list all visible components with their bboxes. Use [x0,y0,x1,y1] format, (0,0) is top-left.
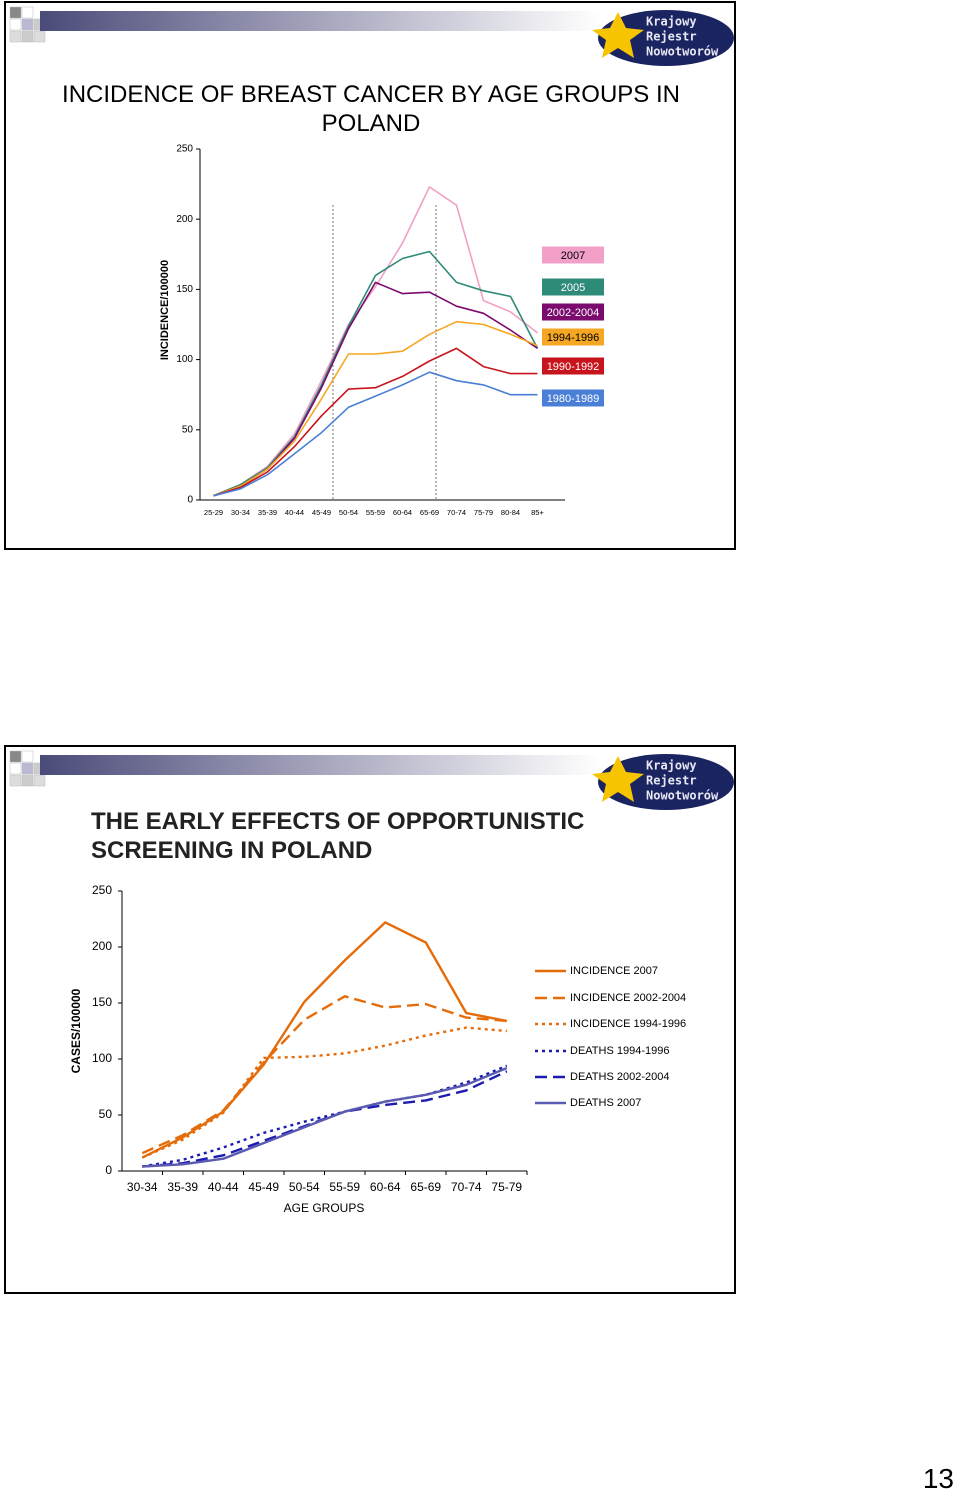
legend-label: DEATHS 1994-1996 [570,1045,669,1057]
x-tick-label: 40-44 [285,508,304,517]
x-tick-label: 50-54 [339,508,358,517]
decor-square [33,774,46,787]
series-line [141,921,508,1159]
decor-square [9,30,22,43]
x-tick-label: 60-64 [393,508,412,517]
x-tick-label: 55-59 [329,1180,360,1194]
series-line [213,281,538,497]
x-tick-label: 50-54 [289,1180,320,1194]
decor-square [21,6,34,19]
series-line [213,347,538,497]
legend-label: INCIDENCE 2002-2004 [570,992,686,1004]
logo-text: Rejestr [646,30,697,44]
y-tick-label: 250 [92,883,112,897]
legend-label: 2002-2004 [547,307,600,319]
x-tick-label: 65-69 [420,508,439,517]
x-tick-label: 35-39 [258,508,277,517]
logo-text: Nowotworów [646,789,719,803]
legend-label: 2007 [561,250,585,262]
y-tick-label: 250 [176,144,193,155]
y-tick-label: 100 [176,354,193,365]
legend-swatch [542,246,604,264]
x-tick-label: 30-34 [231,508,250,517]
x-tick-label: 80-84 [501,508,520,517]
x-axis-label: AGE GROUPS [284,1201,365,1215]
x-tick-label: 55-59 [366,508,385,517]
series-line [213,320,538,497]
decor-bar [40,755,600,775]
decor-square [21,774,34,787]
decor-square [21,30,34,43]
y-axis-label: INCIDENCE/100000 [159,260,171,360]
y-tick-label: 50 [182,424,194,435]
y-tick-label: 0 [187,495,193,506]
series-line [213,186,538,497]
logo-text: Krajowy [646,15,697,29]
series-line [213,250,539,497]
x-tick-label: 65-69 [410,1180,441,1194]
y-tick-label: 50 [99,1107,113,1121]
x-tick-label: 70-74 [447,508,466,517]
legend-label: DEATHS 2002-2004 [570,1071,669,1083]
y-tick-label: 0 [105,1163,112,1177]
decor-square [21,762,34,775]
y-tick-label: 100 [92,1051,112,1065]
y-axis-label: CASES/100000 [69,988,83,1073]
chart-title: INCIDENCE OF BREAST CANCER BY AGE GROUPS… [62,81,680,137]
x-tick-label: 35-39 [167,1180,198,1194]
y-tick-label: 150 [176,284,193,295]
x-tick-label: 45-49 [312,508,331,517]
chart-title: THE EARLY EFFECTS OF OPPORTUNISTIC SCREE… [91,808,585,864]
y-tick-label: 200 [176,214,193,225]
x-tick-label: 45-49 [248,1180,279,1194]
decor-square [33,30,46,43]
y-tick-label: 150 [92,995,112,1009]
decor-square [9,6,22,19]
x-tick-label: 30-34 [127,1180,158,1194]
legend-swatch [542,278,604,296]
logo-text: Nowotworów [646,45,719,59]
x-tick-label: 40-44 [208,1180,239,1194]
decor-square [9,750,22,763]
legend-swatch [542,328,604,346]
legend-label: INCIDENCE 2007 [570,965,658,977]
decor-square [9,774,22,787]
series-line [213,371,538,497]
legend-label: 2005 [561,282,585,294]
x-tick-label: 70-74 [451,1180,482,1194]
logo-star [592,12,644,58]
legend-label: 1994-1996 [547,332,600,344]
decor-square [9,18,22,31]
legend-swatch [542,357,604,375]
page-number: 13 [922,1463,954,1494]
x-tick-label: 85+ [531,508,544,517]
legend-swatch [542,303,604,321]
logo-text: Krajowy [646,759,697,773]
legend-label: INCIDENCE 1994-1996 [570,1018,686,1030]
legend-label: 1990-1992 [547,361,600,373]
slide-frame [4,1,736,550]
decor-square [21,18,34,31]
decor-square [21,750,34,763]
series-line [142,1064,508,1168]
x-tick-label: 75-79 [491,1180,522,1194]
legend-swatch [542,389,604,407]
x-tick-label: 75-79 [474,508,493,517]
y-tick-label: 200 [92,939,112,953]
slide-frame [4,745,736,1294]
series-line [141,1026,507,1159]
legend-label: DEATHS 2007 [570,1097,641,1109]
x-tick-label: 60-64 [370,1180,401,1194]
decor-bar [40,11,600,31]
decor-square [9,762,22,775]
series-line [142,1066,508,1168]
logo-text: Rejestr [646,774,697,788]
series-line [141,995,507,1155]
logo-star [592,756,644,802]
legend-label: 1980-1989 [547,393,600,405]
x-tick-label: 25-29 [204,508,223,517]
